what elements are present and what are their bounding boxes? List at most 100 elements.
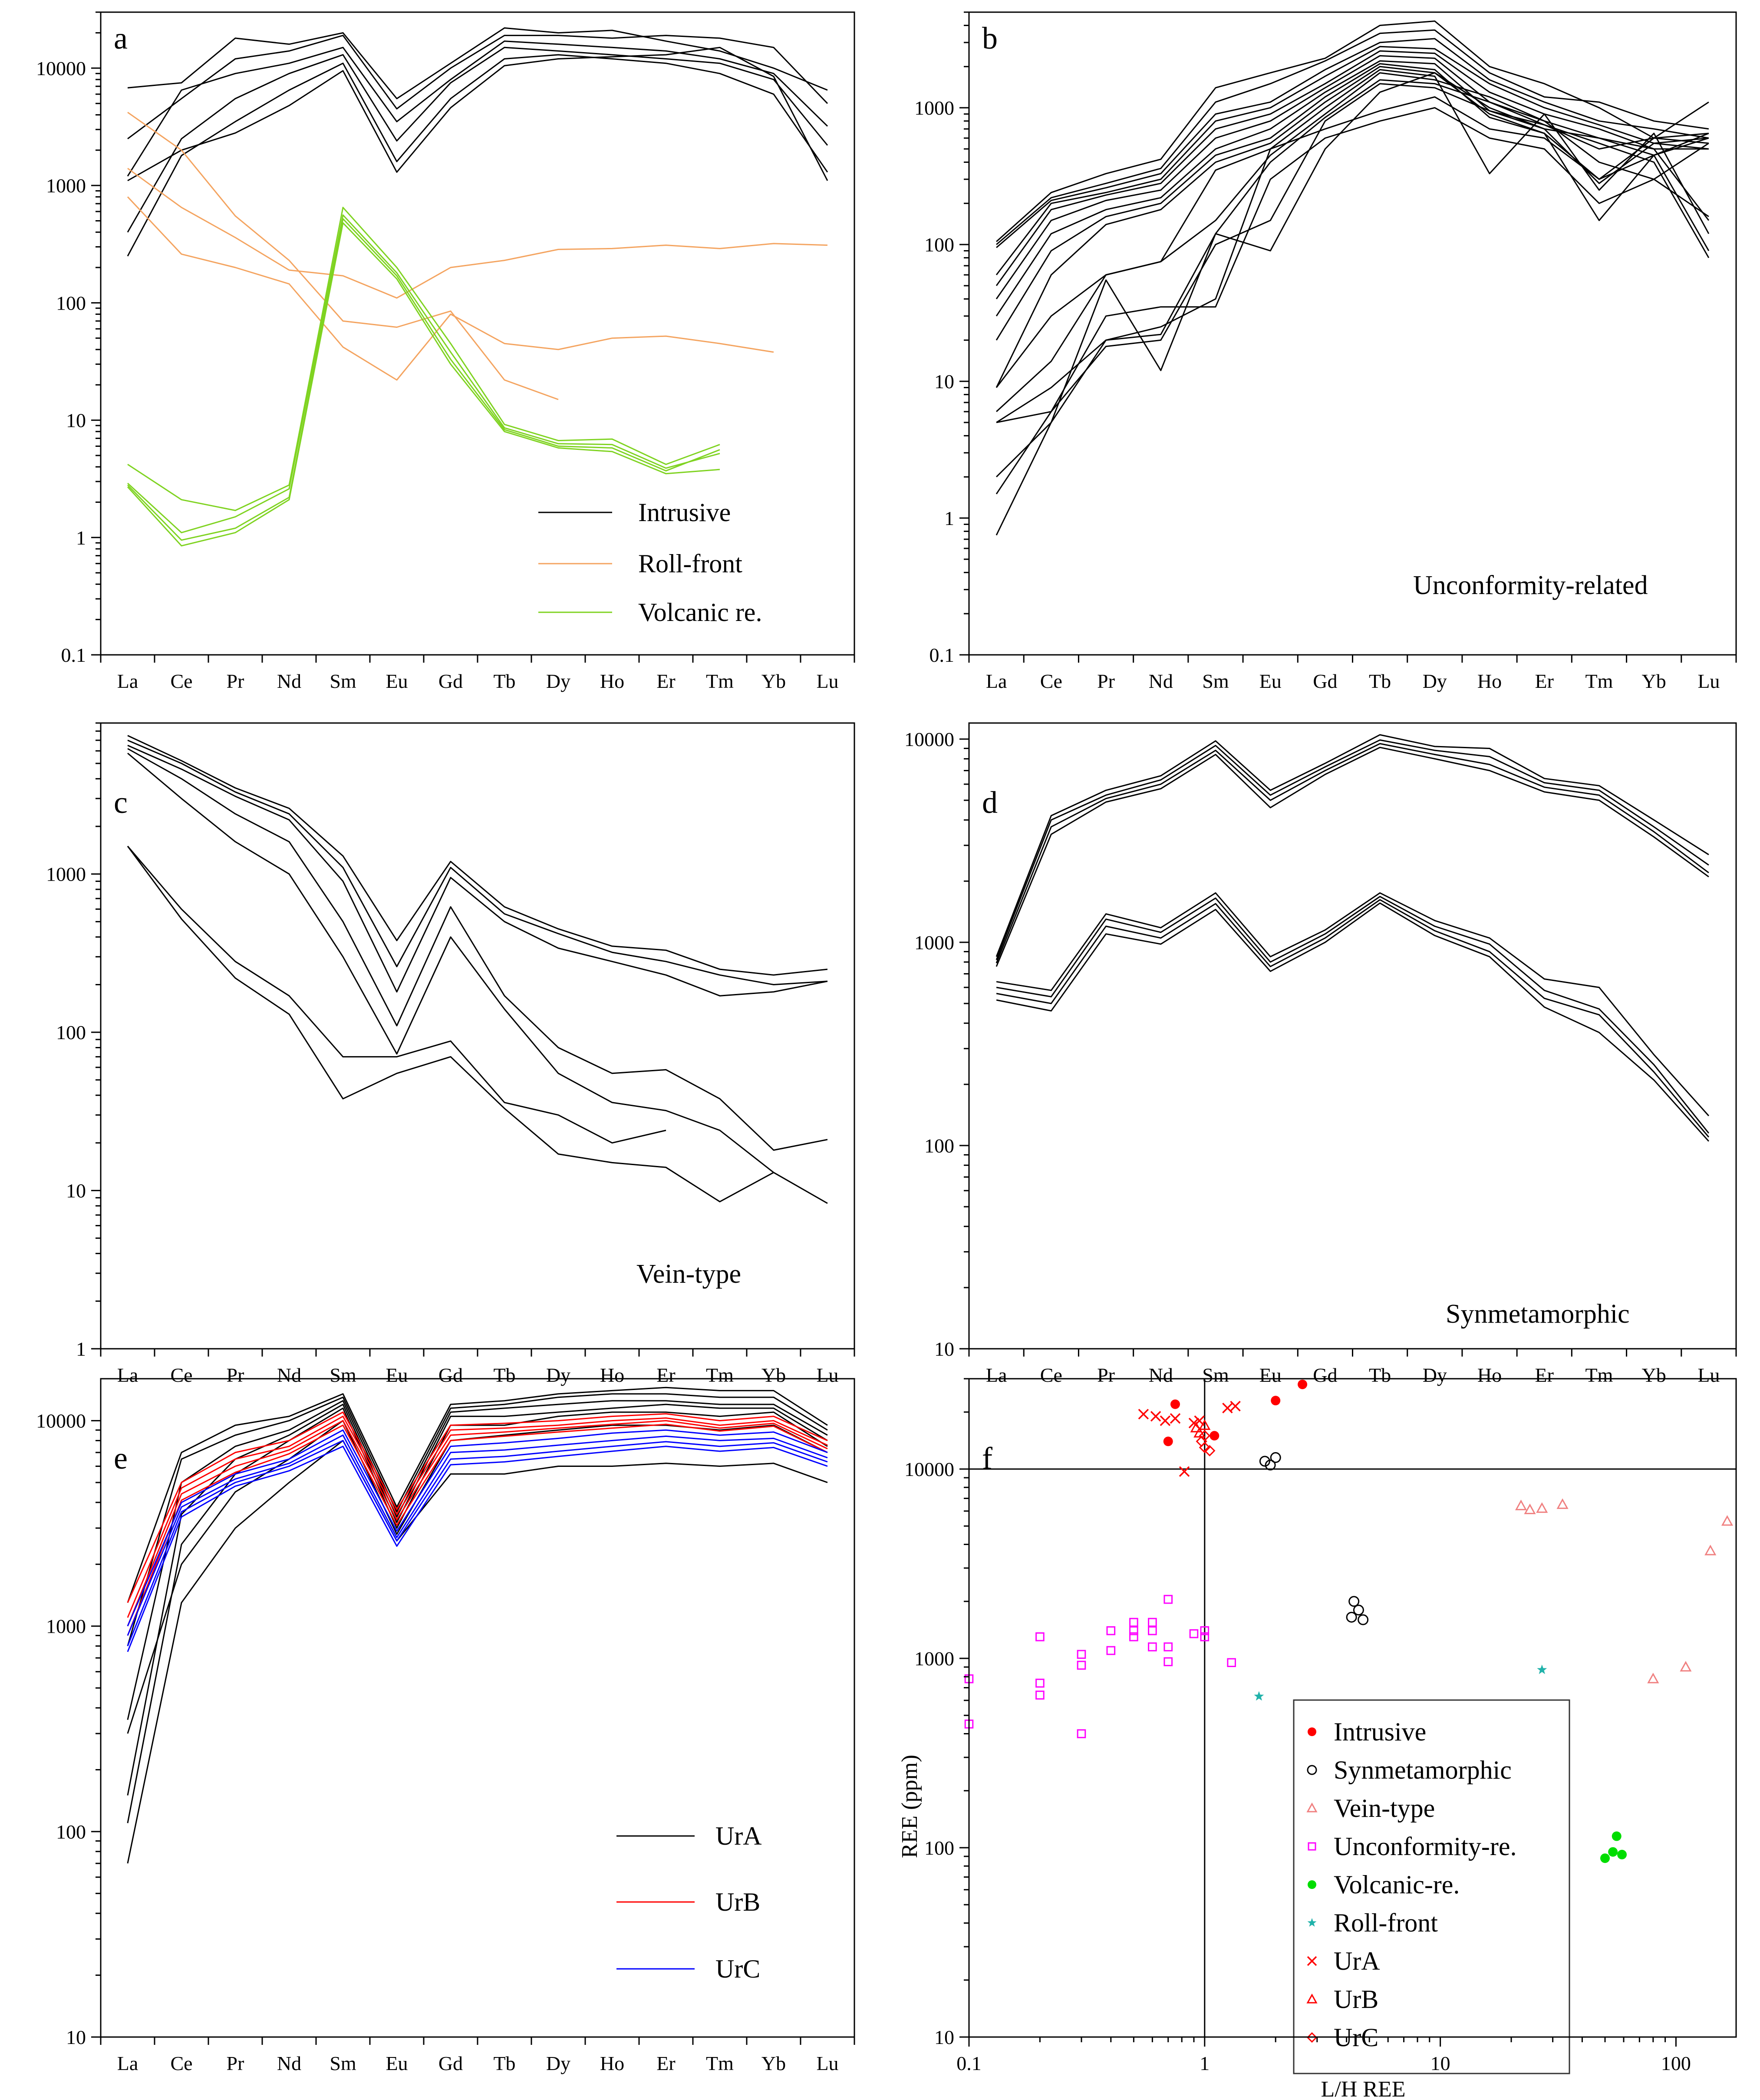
- legend-marker-urc: [1306, 2032, 1318, 2043]
- panel-d-x-tick-label: Ho: [1477, 1364, 1502, 1386]
- panel-c-series-line-2: [127, 740, 828, 985]
- panel-f-y-tick-label: 10: [934, 2026, 954, 2048]
- panel-f-point-unconformity-re: [1200, 1626, 1210, 1635]
- panel-f-point-synmetamorphic: [1348, 1596, 1360, 1607]
- panel-e-legend: UrA UrB UrC: [616, 1822, 762, 1983]
- panel-f-point-unconformity-re: [1163, 1595, 1173, 1604]
- panel-a-y-tick-label: 1000: [46, 175, 86, 197]
- panel-b-annotation: Unconformity-related: [1413, 571, 1648, 600]
- panel-a-y-tick-label: 10: [66, 409, 86, 432]
- panel-f-point-synmetamorphic: [1270, 1452, 1281, 1463]
- panel-c-y-tick-label: 1: [76, 1338, 86, 1360]
- panel-c-x-tick-label: Pr: [227, 1364, 244, 1386]
- panel-f-x-tick-label: 100: [1661, 2052, 1691, 2074]
- panel-b: b Unconformity-related 0.1 1 10 100 1000 La Ce…: [914, 11, 1737, 692]
- panel-e-x-tick-label: Nd: [277, 2052, 301, 2074]
- panel-a-series-line-8: [127, 168, 828, 299]
- panel-a: a Intrusive Roll-front Volcanic re. 0.1 1…: [36, 11, 855, 692]
- panel-a-series-line-12: [127, 218, 720, 541]
- panel-f-y-tick-label: 1000: [914, 1648, 954, 1670]
- panel-e-x-tick-label: Pr: [227, 2052, 244, 2074]
- panel-a-series-group: [127, 27, 828, 547]
- panel-d-y-tick-label: 1000: [914, 931, 954, 954]
- panel-c-series-line-7: [127, 845, 774, 1202]
- panel-f: f L/H REE REE (ppm) Intrusive Synmetamorp…: [897, 1378, 1737, 2100]
- panel-a-y-tick-label: 1: [76, 527, 86, 549]
- panel-c-series-line-1: [127, 735, 828, 976]
- panel-c-x-tick-label: La: [117, 1364, 138, 1386]
- panel-d-x-tick-label: Er: [1535, 1364, 1554, 1386]
- panel-e-x-tick-label: Lu: [816, 2052, 838, 2074]
- panel-f-point-intrusive: [1210, 1431, 1219, 1441]
- panel-d-y-tick-label: 10: [934, 1338, 954, 1360]
- panel-b-series-line-3: [996, 38, 1709, 248]
- panel-e-x-tick-label: Tm: [706, 2052, 734, 2074]
- panel-d-x-tick-label: Eu: [1259, 1364, 1282, 1386]
- panel-b-letter: b: [982, 21, 998, 56]
- panel-b-series-line-12: [996, 79, 1709, 423]
- panel-c-x-tick-label: Ho: [600, 1364, 624, 1386]
- panel-a-y-tick-label: 100: [56, 292, 86, 314]
- panel-d-x-tick-label: Tb: [1369, 1364, 1391, 1386]
- panel-e-x-tick-label: La: [117, 2052, 138, 2074]
- panel-b-series-line-4: [995, 46, 1709, 275]
- panel-c-annotation: Vein-type: [636, 1259, 741, 1289]
- panel-a-y-tick-label: 10000: [36, 57, 86, 79]
- panel-f-point-ura: [1170, 1413, 1181, 1424]
- panel-f-point-roll-front: [1254, 1691, 1264, 1701]
- panel-b-x-tick-label: Yb: [1642, 670, 1666, 692]
- panel-c-y-tick-label: 1000: [46, 863, 86, 885]
- legend-label-roll-front: Roll-front: [1334, 1908, 1438, 1937]
- panel-f-point-vein-type: [1556, 1498, 1569, 1509]
- panel-e-series-line-4: [127, 1403, 828, 1796]
- panel-d-x-tick-label: Lu: [1697, 1364, 1720, 1386]
- panel-a-series-line-10: [127, 207, 720, 511]
- panel-f-legend: Intrusive Synmetamorphic Vein-type Unconfor…: [1306, 1717, 1517, 2052]
- panel-a-x-tick-label: Ce: [170, 670, 192, 692]
- panel-d-series-line-3: [995, 743, 1709, 964]
- legend-marker-intrusive: [1308, 1727, 1316, 1736]
- panel-f-point-unconformity-re: [1106, 1626, 1116, 1635]
- panel-e: e UrA UrB UrC 10 100 1000 10000 La Ce Pr Nd Sm Eu…: [36, 1378, 855, 2074]
- panel-a-series-line-11: [127, 214, 720, 534]
- panel-f-y-tick-label: 10000: [904, 1458, 954, 1480]
- panel-d-series-line-2: [995, 739, 1709, 960]
- panel-a-series-line-13: [127, 222, 720, 547]
- legend-label-roll-front: Roll-front: [638, 549, 742, 578]
- panel-d-x-tick-label: Gd: [1313, 1364, 1337, 1386]
- panel-e-y-tick-label: 1000: [46, 1615, 86, 1638]
- panel-f-point-unconformity-re: [1200, 1632, 1210, 1641]
- panel-a-x-tick-label: Pr: [227, 670, 244, 692]
- panel-e-series-line-1: [127, 1387, 828, 1603]
- panel-b-x-tick-label: Tm: [1585, 670, 1613, 692]
- panel-e-series-line-10: [127, 1420, 828, 1627]
- panel-b-series-line-14: [996, 72, 1709, 478]
- panel-f-point-volcanic-re: [1617, 1849, 1627, 1859]
- panel-f-point-urc: [1199, 1442, 1210, 1453]
- panel-c-series-line-5: [127, 753, 828, 1204]
- panel-d-series-line-8: [996, 902, 1710, 1142]
- panel-a-x-tick-label: Ho: [600, 670, 624, 692]
- panel-f-point-unconformity-re: [1163, 1642, 1173, 1651]
- panel-a-letter: a: [114, 21, 128, 56]
- panel-b-y-tick-label: 1000: [914, 97, 954, 119]
- panel-e-y-tick-label: 100: [56, 1821, 86, 1843]
- panel-c-y-tick-label: 100: [56, 1021, 86, 1043]
- panel-f-point-roll-front: [1537, 1664, 1547, 1674]
- panel-c-y-tick-label: 10: [66, 1180, 86, 1202]
- panel-f-legend-box: [1293, 1699, 1570, 2074]
- panel-b-y-tick-label: 10: [934, 370, 954, 393]
- panel-d-series-line-5: [996, 892, 1710, 1116]
- panel-a-x-tick-label: Dy: [546, 670, 570, 692]
- panel-f-point-ura: [1179, 1466, 1190, 1477]
- panel-b-series-line-2: [996, 29, 1709, 245]
- panel-c-series-line-4: [127, 748, 828, 1151]
- panel-c-x-tick-label: Nd: [277, 1364, 301, 1386]
- panel-b-series-line-11: [996, 72, 1709, 413]
- panel-d-series-line-6: [996, 896, 1710, 1134]
- legend-label-volcanic: Volcanic re.: [638, 598, 762, 627]
- panel-a-x-tick-label: Tm: [706, 670, 734, 692]
- panel-f-point-vein-type: [1721, 1515, 1734, 1526]
- panel-b-series-line-1: [996, 20, 1709, 242]
- panel-d-x-tick-label: Dy: [1423, 1364, 1447, 1386]
